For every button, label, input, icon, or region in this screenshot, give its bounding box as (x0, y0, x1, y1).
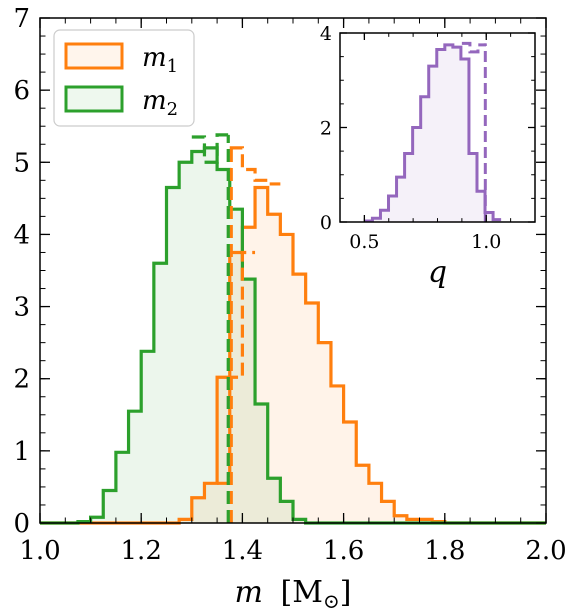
step-line-q_dashed (461, 41, 487, 54)
main-tick-layer (39, 17, 547, 524)
legend-entry-m2: m2 (142, 86, 178, 120)
step-line-m1_dashed (229, 146, 281, 186)
y-tick-label: 0 (13, 509, 30, 539)
inset-line-layer (364, 41, 502, 223)
x-axis-label-var: m (235, 575, 263, 610)
y-tick-label: 0 (320, 212, 332, 234)
x-tick-label: 1.8 (424, 536, 465, 566)
x-tick-label: 1.2 (121, 536, 162, 566)
x-axis-label-close: ] (340, 575, 352, 610)
x-tick-label: 0.5 (349, 231, 379, 253)
legend-box (53, 29, 195, 127)
step-line-m2_dashed (191, 133, 230, 164)
y-tick-label: 2 (13, 365, 30, 395)
y-tick-label: 7 (13, 4, 30, 34)
x-tick-label: 1.6 (323, 536, 364, 566)
main-tick-label-layer: 1.0 1.2 1.4 1.6 1.8 2.0 0 1 2 3 4 5 6 7 (13, 4, 566, 566)
x-axis-label-unit: [M (281, 575, 323, 610)
inset-x-axis-label: q (428, 255, 447, 290)
x-tick-label: 1.4 (222, 536, 263, 566)
y-tick-label: 4 (13, 220, 30, 250)
inset-q-histogram: 0.5 1.0 0 2 4 q (320, 23, 536, 290)
legend-entry-m1: m1 (142, 43, 178, 77)
x-tick-label: 1.0 (471, 231, 501, 253)
legend: m1 m2 (53, 29, 195, 127)
inset-tick-label-layer: 0.5 1.0 0 2 4 (320, 23, 501, 253)
y-tick-label: 6 (13, 76, 30, 106)
x-tick-label: 2.0 (525, 536, 566, 566)
x-axis-label-unit-sub: ⊙ (323, 589, 340, 613)
inset-plot-frame (339, 32, 536, 223)
legend-swatch-m1 (64, 42, 124, 70)
x-axis-label: m [M⊙] (235, 575, 352, 613)
y-tick-label: 4 (320, 23, 332, 45)
y-tick-label: 2 (320, 118, 332, 140)
fill-m1 (40, 187, 546, 524)
step-line-q (364, 43, 502, 223)
legend-swatch-m2 (64, 85, 124, 113)
main-plot-frame (39, 17, 547, 524)
y-tick-label: 3 (13, 293, 30, 323)
y-tick-label: 1 (13, 437, 30, 467)
x-tick-label: 1.0 (19, 536, 60, 566)
y-tick-label: 5 (13, 148, 30, 178)
